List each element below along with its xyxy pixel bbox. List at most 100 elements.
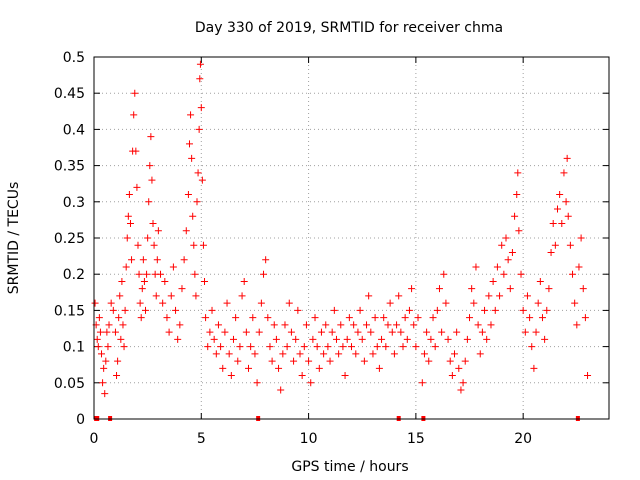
data-point — [420, 350, 428, 358]
data-point — [176, 321, 184, 329]
data-point — [187, 111, 195, 119]
data-point — [139, 256, 147, 264]
data-point — [373, 343, 381, 351]
data-point — [339, 343, 347, 351]
data-point — [562, 198, 570, 206]
data-point — [528, 343, 536, 351]
data-point — [145, 198, 153, 206]
data-point — [414, 314, 422, 322]
data-point — [369, 350, 377, 358]
grid — [94, 57, 609, 419]
data-point — [184, 191, 192, 199]
data-point — [577, 234, 585, 242]
data-point — [238, 292, 246, 300]
data-point — [275, 364, 283, 372]
data-point — [159, 299, 167, 307]
data-point — [264, 314, 272, 322]
data-point — [154, 227, 162, 235]
data-point — [322, 321, 330, 329]
data-point — [408, 285, 416, 293]
y-tick-label: 0.45 — [54, 86, 85, 102]
data-point — [287, 328, 295, 336]
data-point — [157, 270, 165, 278]
data-point — [395, 292, 403, 300]
data-point — [109, 306, 117, 314]
data-point — [208, 306, 216, 314]
data-point — [135, 270, 143, 278]
data-point — [378, 335, 386, 343]
data-point — [257, 299, 265, 307]
data-point — [212, 350, 220, 358]
data-point — [526, 314, 534, 322]
data-point — [433, 306, 441, 314]
data-point — [294, 306, 302, 314]
data-point — [247, 343, 255, 351]
data-point — [153, 256, 161, 264]
data-point — [298, 372, 306, 380]
data-point — [111, 328, 119, 336]
data-point — [114, 357, 122, 365]
data-point — [448, 372, 456, 380]
data-point — [223, 299, 231, 307]
data-point — [197, 104, 205, 112]
data-point — [132, 147, 140, 155]
data-point — [386, 299, 394, 307]
data-point — [365, 292, 373, 300]
data-point — [221, 328, 229, 336]
data-point — [354, 328, 362, 336]
data-point — [167, 292, 175, 300]
data-point — [556, 191, 564, 199]
data-point — [165, 328, 173, 336]
data-point — [330, 306, 338, 314]
data-point — [195, 125, 203, 133]
data-point — [144, 234, 152, 242]
data-point — [201, 277, 209, 285]
data-point — [455, 364, 463, 372]
data-point — [584, 372, 592, 380]
data-point — [504, 256, 512, 264]
data-point — [225, 350, 233, 358]
data-point — [375, 364, 383, 372]
data-point — [345, 314, 353, 322]
data-point — [487, 321, 495, 329]
data-point — [194, 169, 202, 177]
data-point — [481, 306, 489, 314]
data-points — [91, 60, 592, 398]
data-point — [120, 343, 128, 351]
data-point — [521, 328, 529, 336]
data-point — [440, 270, 448, 278]
data-point — [305, 357, 313, 365]
data-point — [560, 169, 568, 177]
chart-title: Day 330 of 2019, SRMTID for receiver chm… — [195, 20, 503, 36]
data-point — [380, 314, 388, 322]
data-point — [118, 277, 126, 285]
data-point — [399, 343, 407, 351]
data-point — [234, 357, 242, 365]
data-point — [573, 321, 581, 329]
data-point — [410, 321, 418, 329]
data-point — [214, 321, 222, 329]
data-point — [545, 285, 553, 293]
data-point — [232, 314, 240, 322]
data-point — [199, 241, 207, 249]
data-point — [125, 191, 133, 199]
data-point — [138, 285, 146, 293]
data-point — [182, 227, 190, 235]
data-point — [121, 306, 129, 314]
x-tick-label: 20 — [514, 431, 532, 447]
data-point — [102, 357, 110, 365]
data-point — [149, 220, 157, 228]
data-point — [356, 306, 364, 314]
data-point — [515, 227, 523, 235]
data-point — [324, 343, 332, 351]
data-point — [272, 335, 280, 343]
data-point — [146, 162, 154, 170]
data-point — [350, 321, 358, 329]
data-point — [104, 343, 112, 351]
data-point — [309, 335, 317, 343]
data-point — [431, 343, 439, 351]
data-point — [133, 183, 141, 191]
data-point — [229, 335, 237, 343]
data-point — [517, 270, 525, 278]
data-point — [122, 263, 130, 271]
